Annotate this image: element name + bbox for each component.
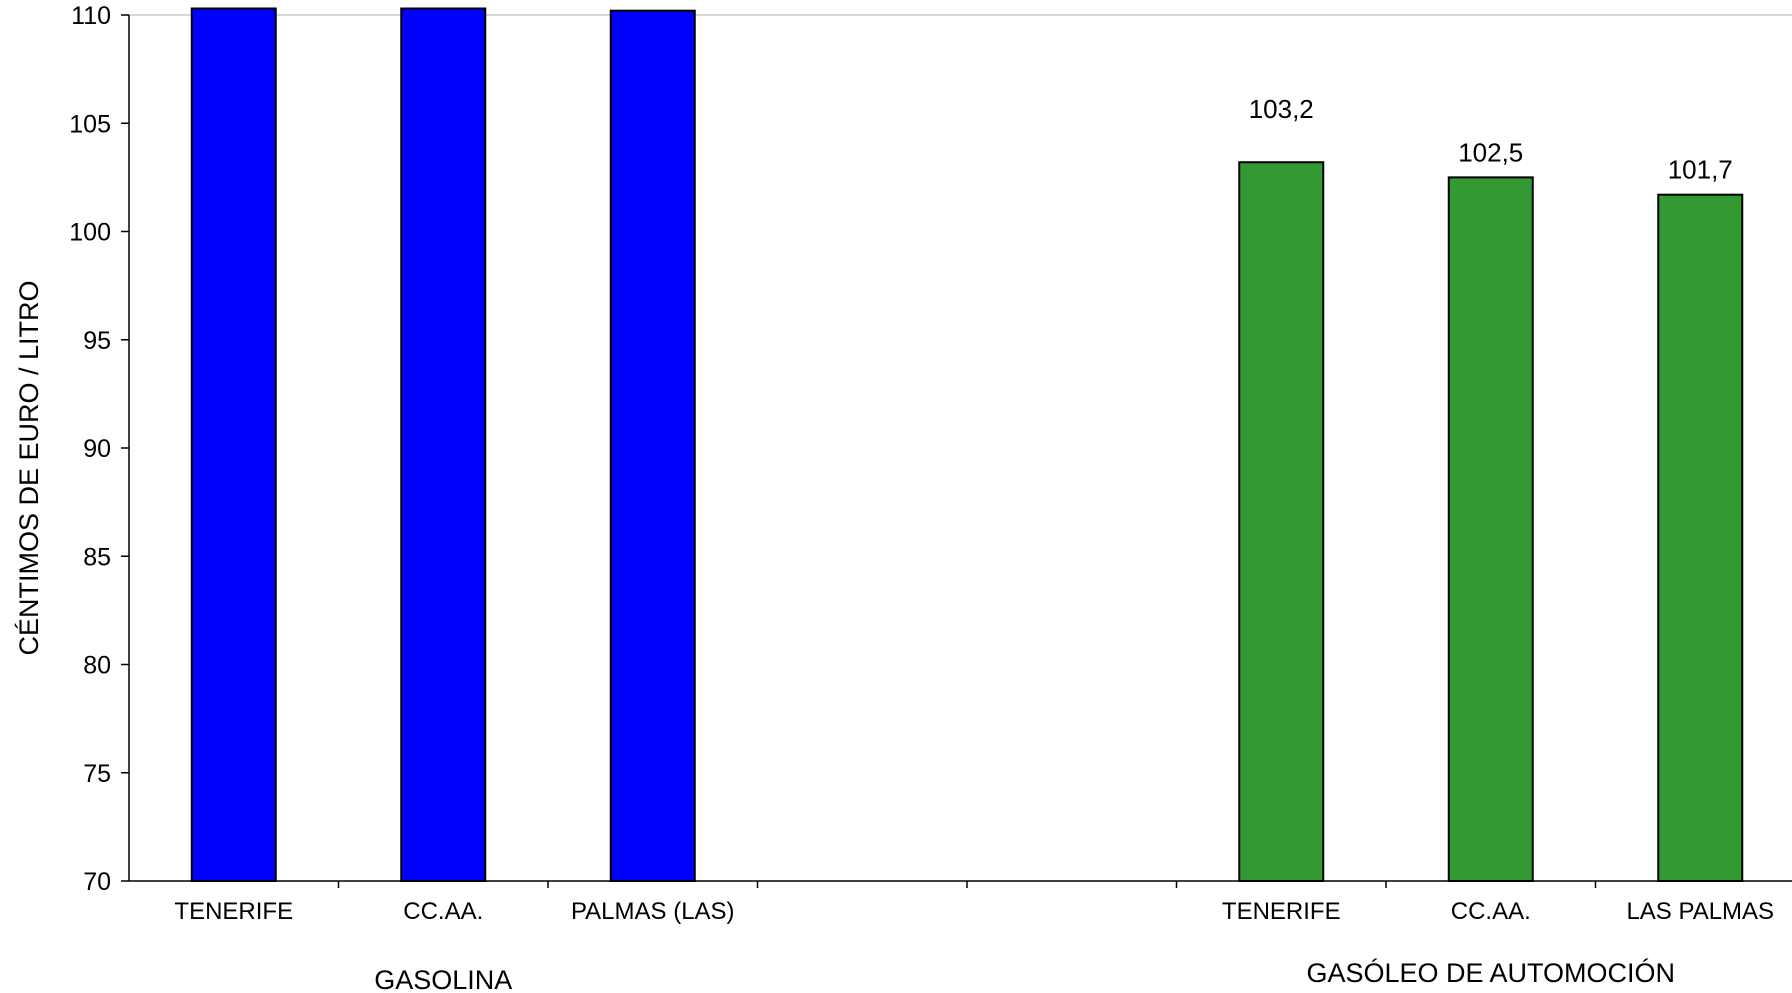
x-category-label: LAS PALMAS (1626, 898, 1774, 925)
y-tick-label: 80 (83, 652, 111, 680)
y-tick-label: 85 (83, 543, 111, 571)
data-label: 102,5 (1458, 137, 1523, 167)
bar (1447, 176, 1534, 882)
x-group-label: GASÓLEO DE AUTOMOCIÓN (1306, 957, 1675, 988)
bar (609, 9, 696, 883)
bar (1657, 193, 1744, 882)
y-tick-label: 110 (71, 2, 111, 30)
bar (400, 7, 487, 882)
y-tick-label: 90 (83, 435, 111, 463)
x-group-label: GASOLINA (374, 965, 512, 993)
x-category-label: PALMAS (LAS) (571, 898, 735, 925)
data-label: 103,2 (1249, 94, 1314, 124)
y-tick-label: 75 (83, 760, 111, 788)
x-category-label: TENERIFE (1222, 898, 1341, 925)
y-tick-label: 95 (83, 327, 111, 355)
x-category-label: TENERIFE (174, 898, 293, 925)
y-tick-label: 105 (69, 110, 111, 138)
data-label: 110,2 (621, 0, 684, 1)
y-tick-label: 100 (69, 219, 111, 247)
bar (190, 7, 277, 882)
y-tick-label: 70 (83, 868, 111, 896)
y-axis-title: CÉNTIMOS DE EURO / LITRO (14, 280, 44, 655)
x-category-label: CC.AA. (403, 898, 483, 925)
data-label: 101,7 (1668, 155, 1733, 185)
x-category-label: CC.AA. (1451, 898, 1531, 925)
bar (1238, 161, 1325, 883)
